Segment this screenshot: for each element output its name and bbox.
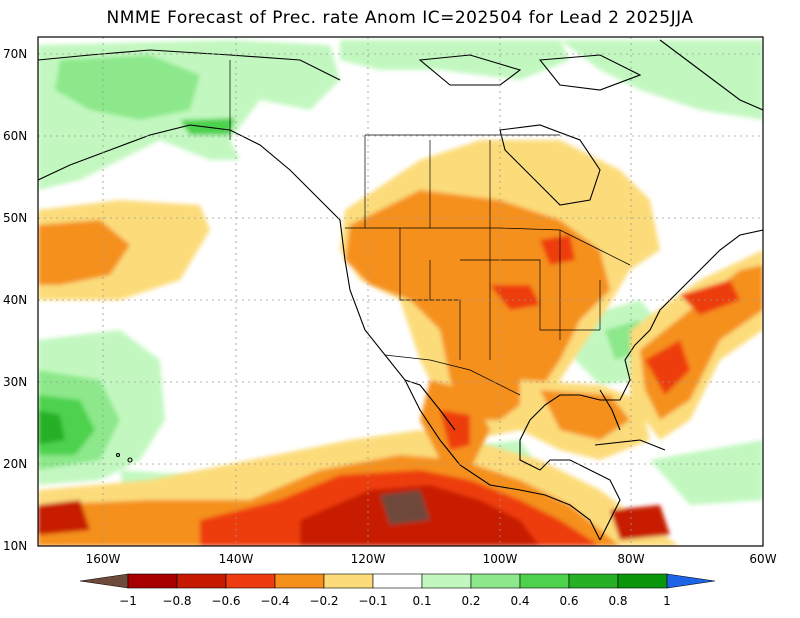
lat-label: 20N bbox=[3, 457, 27, 471]
lon-label: 80W bbox=[617, 552, 644, 566]
lon-label: 60W bbox=[749, 552, 776, 566]
lon-label: 120W bbox=[351, 552, 386, 566]
colorbar-label: 0.2 bbox=[461, 594, 480, 608]
colorbar-label: −0.6 bbox=[211, 594, 240, 608]
colorbar-label: −0.4 bbox=[260, 594, 289, 608]
colorbar-swatch bbox=[618, 574, 667, 588]
longitude-labels: 160W 140W 120W 100W 80W 60W bbox=[86, 552, 777, 566]
lon-label: 100W bbox=[483, 552, 518, 566]
colorbar-swatch bbox=[422, 574, 471, 588]
lon-label: 140W bbox=[219, 552, 254, 566]
colorbar-left-arrow bbox=[80, 574, 128, 588]
colorbar: −1 −0.8 −0.6 −0.4 −0.2 −0.1 0.1 0.2 0.4 0.6 0.8 1 bbox=[80, 574, 715, 608]
colorbar-label: −0.2 bbox=[309, 594, 338, 608]
colorbar-label: −1 bbox=[119, 594, 137, 608]
colorbar-right-arrow bbox=[667, 574, 715, 588]
lat-label: 40N bbox=[3, 293, 27, 307]
lat-label: 30N bbox=[3, 375, 27, 389]
lat-label: 60N bbox=[3, 129, 27, 143]
anomaly-field bbox=[38, 37, 763, 546]
lat-label: 10N bbox=[3, 539, 27, 553]
colorbar-label: 0.8 bbox=[608, 594, 627, 608]
colorbar-swatch bbox=[128, 574, 177, 588]
colorbar-label: −0.1 bbox=[358, 594, 387, 608]
colorbar-swatch bbox=[569, 574, 618, 588]
lon-label: 160W bbox=[86, 552, 121, 566]
forecast-map-figure: 10N 20N 30N 40N 50N 60N 70N 160W 140W 12… bbox=[0, 0, 800, 618]
lat-label: 70N bbox=[3, 47, 27, 61]
colorbar-swatch bbox=[520, 574, 569, 588]
colorbar-swatch bbox=[275, 574, 324, 588]
lat-label: 50N bbox=[3, 211, 27, 225]
colorbar-label: 0.6 bbox=[559, 594, 578, 608]
colorbar-label: 1 bbox=[663, 594, 671, 608]
colorbar-swatch bbox=[226, 574, 275, 588]
colorbar-label: −0.8 bbox=[162, 594, 191, 608]
colorbar-swatch bbox=[373, 574, 422, 588]
colorbar-swatch bbox=[324, 574, 373, 588]
colorbar-swatch bbox=[471, 574, 520, 588]
colorbar-label: 0.4 bbox=[510, 594, 529, 608]
colorbar-label: 0.1 bbox=[412, 594, 431, 608]
latitude-labels: 10N 20N 30N 40N 50N 60N 70N bbox=[3, 47, 27, 553]
colorbar-swatch bbox=[177, 574, 226, 588]
